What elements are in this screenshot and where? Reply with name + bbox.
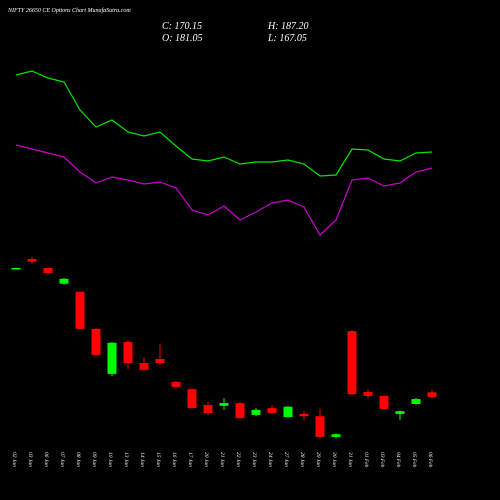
- chart-title: NIFTY 26650 CE Options Chart MunafaSutra…: [7, 7, 131, 14]
- candle-body: [107, 342, 117, 374]
- candle-body: [395, 411, 405, 414]
- indicator-line: [15, 70, 433, 177]
- candle-body: [267, 408, 277, 414]
- candle-body: [331, 434, 341, 437]
- x-tick-label: 13 Jan: [123, 452, 129, 467]
- candle-body: [283, 406, 293, 418]
- x-tick-label: 22 Jan: [235, 452, 241, 467]
- x-tick-label: 28 Jan: [299, 452, 305, 467]
- candle-body: [155, 358, 165, 364]
- x-tick-label: 04 Feb: [395, 452, 402, 468]
- high-info: H: 187.20: [267, 21, 309, 32]
- x-tick-label: 09 Jan: [91, 452, 97, 467]
- candle-body: [379, 395, 389, 409]
- candle-body: [411, 399, 421, 405]
- open-info: O: 181.05: [162, 33, 203, 44]
- x-tick-label: 15 Jan: [155, 452, 161, 467]
- x-tick-label: 30 Jan: [331, 451, 337, 467]
- candle-body: [27, 259, 37, 262]
- x-tick-label: 03 Jan: [27, 452, 33, 467]
- x-tick-label: 07 Jan: [59, 452, 65, 467]
- candle-body: [235, 403, 245, 418]
- x-tick-label: 06 Jan: [43, 452, 49, 467]
- candle-body: [251, 409, 261, 415]
- candle-body: [219, 403, 229, 406]
- x-tick-label: 16 Jan: [171, 452, 177, 467]
- x-tick-label: 05 Feb: [411, 452, 417, 468]
- candle-body: [203, 404, 213, 414]
- x-tick-label: 17 Jan: [187, 452, 193, 467]
- close-info: C: 170.15: [162, 21, 202, 32]
- candle-body: [363, 391, 373, 396]
- candle-body: [139, 363, 149, 370]
- candle-body: [171, 381, 181, 387]
- x-tick-label: 01 Feb: [363, 452, 369, 468]
- candle-body: [427, 392, 437, 398]
- x-tick-label: 14 Jan: [139, 452, 146, 467]
- candle-body: [123, 341, 133, 364]
- x-tick-label: 10 Jan: [107, 452, 113, 467]
- candle-body: [91, 328, 101, 355]
- candle-body: [11, 268, 21, 270]
- x-tick-label: 08 Jan: [75, 452, 81, 467]
- x-tick-label: 20 Jan: [203, 452, 209, 467]
- x-tick-label: 03 Feb: [379, 452, 385, 468]
- candle-body: [75, 291, 85, 329]
- low-info: L: 167.05: [267, 33, 307, 44]
- x-tick-label: 06 Feb: [427, 452, 433, 468]
- candle-body: [315, 416, 325, 437]
- x-tick-label: 23 Jan: [251, 452, 257, 467]
- x-tick-label: 27 Jan: [283, 452, 289, 467]
- x-tick-label: 29 Jan: [315, 452, 321, 467]
- candle-body: [187, 389, 197, 409]
- candle-body: [59, 278, 69, 284]
- x-tick-label: 31 Jan: [347, 451, 353, 467]
- x-tick-label: 02 Jan: [11, 452, 17, 467]
- x-tick-label: 24 Jan: [267, 452, 274, 467]
- x-tick-label: 21 Jan: [219, 452, 225, 467]
- indicator-line: [15, 144, 433, 236]
- candle-body: [43, 268, 53, 273]
- candle-body: [347, 331, 357, 395]
- candle-body: [299, 413, 309, 417]
